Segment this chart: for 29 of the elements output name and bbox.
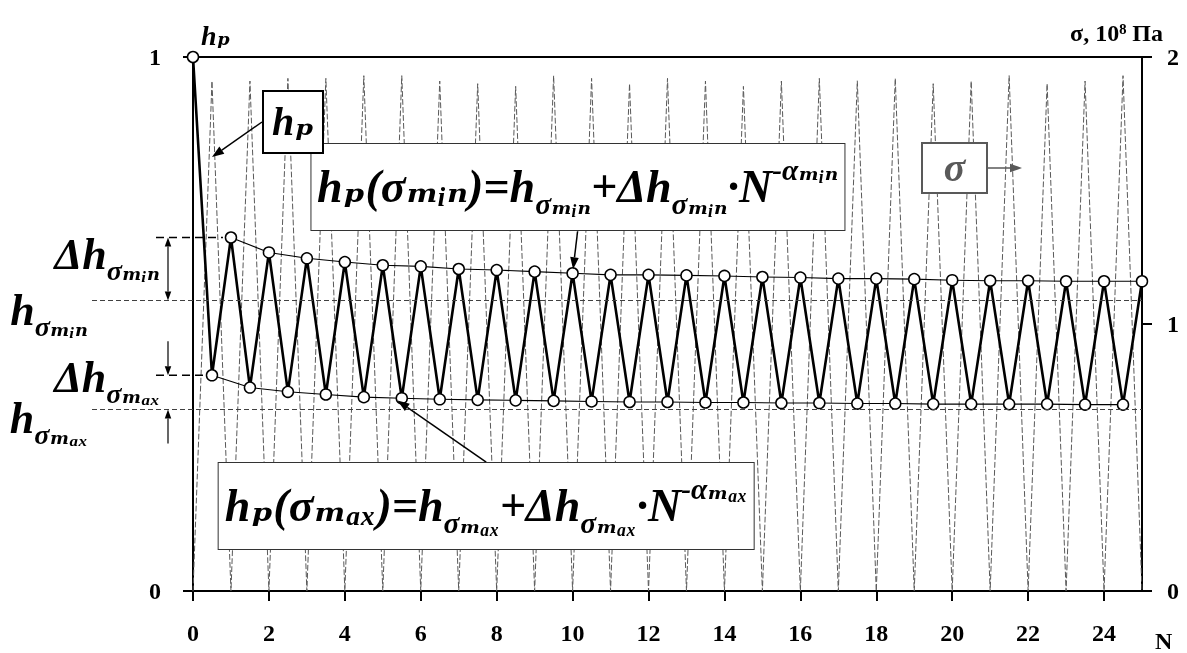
x-tick-label: 18 bbox=[864, 620, 889, 646]
x-tick-label: 0 bbox=[187, 620, 199, 646]
x-tick-label: 24 bbox=[1092, 620, 1117, 646]
callout-box: hₚ(σₘₐₓ)=h$_{σₘₐₓ}$+Δh$_{σₘₐₓ}$·N$^{-αₘₐₓ}$ bbox=[217, 462, 755, 551]
x-tick-label: 6 bbox=[414, 620, 427, 646]
callout-box: hₚ(σₘᵢₙ)=h$_{σₘᵢₙ}$+Δh$_{σₘᵢₙ}$·N$^{-αₘᵢₙ}$ bbox=[310, 143, 846, 232]
annotation: hₚ(σₘₐₓ)=h$_{σₘₐₓ}$+Δh$_{σₘₐₓ}$·N$^{-αₘₐₓ}$ bbox=[224, 473, 748, 539]
y2-axis-title: σ, 10⁸ Па bbox=[1070, 20, 1163, 46]
legend-label: σ bbox=[943, 145, 966, 190]
x-axis-title: N bbox=[1155, 628, 1173, 653]
y-axis-title: hₚ bbox=[201, 19, 231, 51]
series-label: hₚ bbox=[271, 99, 315, 144]
annotation: hₚ(σₘᵢₙ)=h$_{σₘᵢₙ}$+Δh$_{σₘᵢₙ}$·N$^{-αₘᵢₙ}$ bbox=[317, 154, 839, 221]
y2-tick-label: 0 bbox=[1167, 578, 1179, 604]
x-tick-label: 16 bbox=[788, 620, 813, 646]
x-tick-label: 20 bbox=[940, 620, 965, 646]
annotation: Δh$_{σₘᵢₙ}$ bbox=[54, 229, 160, 287]
x-tick-label: 14 bbox=[712, 620, 737, 646]
x-tick-label: 12 bbox=[636, 620, 661, 646]
y2-tick-label: 1 bbox=[1167, 311, 1179, 337]
y2-tick-label: 2 bbox=[1167, 44, 1179, 70]
ref-line-label: h$_{σₘᵢₙ}$ bbox=[10, 285, 88, 342]
x-tick-label: 4 bbox=[338, 620, 351, 646]
callout-box: σ bbox=[921, 142, 988, 194]
x-tick-label: 10 bbox=[560, 620, 585, 646]
x-tick-label: 8 bbox=[490, 620, 503, 646]
callout-box: hₚ bbox=[262, 90, 324, 154]
x-tick-label: 2 bbox=[262, 620, 275, 646]
x-tick-label: 22 bbox=[1016, 620, 1041, 646]
